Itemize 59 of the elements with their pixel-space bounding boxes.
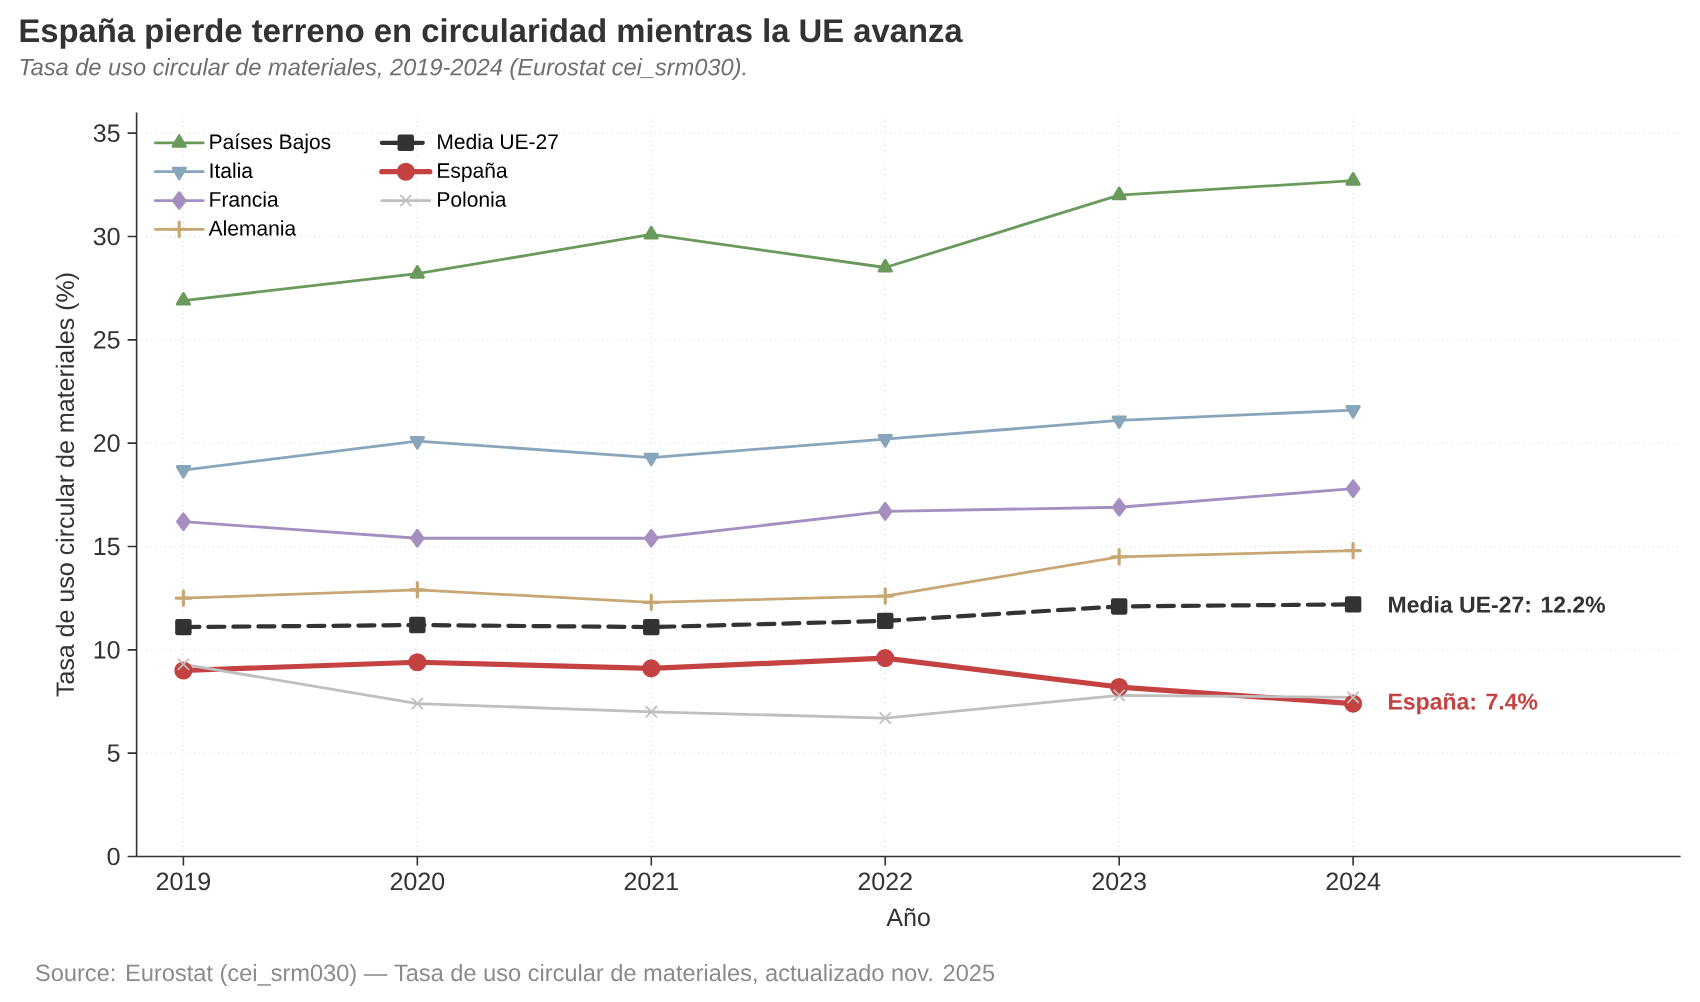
x-tick-label: 2022 <box>858 872 912 891</box>
point <box>1110 598 1128 615</box>
point <box>877 612 894 630</box>
point <box>876 649 895 668</box>
y-tick-label: 0 <box>107 847 120 866</box>
x-tick-label: 2021 <box>624 872 678 891</box>
y-tick-label: 25 <box>93 331 120 349</box>
point <box>1110 548 1128 566</box>
point <box>1113 689 1126 702</box>
x-tick-label: 2020 <box>390 872 445 891</box>
point <box>176 512 191 532</box>
y-tick-label: 5 <box>107 744 120 762</box>
point <box>409 616 426 634</box>
point <box>408 653 427 672</box>
point <box>876 587 895 605</box>
y-axis-title: Tasa de uso circular de materiales (%) <box>55 273 79 697</box>
point <box>1111 497 1127 517</box>
legend-label: Polonia <box>438 191 507 207</box>
point <box>645 705 658 718</box>
legend-label: España <box>438 162 508 183</box>
x-tick-label: 2023 <box>1092 872 1146 891</box>
point <box>175 618 192 636</box>
chart-title: España pierde terreno en circularidad mientras la UE avanza <box>20 18 963 49</box>
source-note: Source: Eurostat (cei_srm030) — Tasa de uso circular de materiales, actualizado nov. 2025 <box>36 963 995 986</box>
y-tick-label: 20 <box>93 434 120 453</box>
point <box>1344 596 1362 613</box>
point <box>1111 186 1127 201</box>
point <box>643 528 659 548</box>
legend-label: Países Bajos <box>210 133 331 154</box>
x-axis-title: Año <box>886 907 930 927</box>
point <box>408 581 427 599</box>
point <box>409 265 425 279</box>
point <box>1344 541 1362 560</box>
point <box>642 593 661 612</box>
point <box>642 659 661 678</box>
y-tick-label: 35 <box>93 124 120 143</box>
legend-label: Italia <box>210 162 253 179</box>
y-tick-label: 10 <box>94 641 120 659</box>
point <box>1345 172 1361 186</box>
y-tick-label: 15 <box>94 537 120 556</box>
legend-label: Alemania <box>208 220 297 236</box>
point <box>175 291 192 306</box>
point <box>174 589 193 607</box>
annotation: Media UE-27: 12.2% <box>1389 595 1606 613</box>
point <box>643 618 660 636</box>
point <box>643 225 659 240</box>
point <box>877 258 893 273</box>
legend-label: Francia <box>210 191 279 207</box>
point <box>1345 479 1361 498</box>
legend-label: Media UE-27 <box>438 133 558 150</box>
x-tick-label: 2019 <box>156 872 211 891</box>
x-tick-label: 2024 <box>1326 872 1381 891</box>
point <box>410 528 425 548</box>
point <box>877 502 893 521</box>
y-tick-label: 30 <box>93 227 120 246</box>
annotation: España: 7.4% <box>1389 692 1538 715</box>
chart-subtitle: Tasa de uso circular de materiales, 2019-2024 (Eurostat cei_srm030). <box>20 58 746 81</box>
point <box>879 712 892 725</box>
point <box>411 697 424 710</box>
